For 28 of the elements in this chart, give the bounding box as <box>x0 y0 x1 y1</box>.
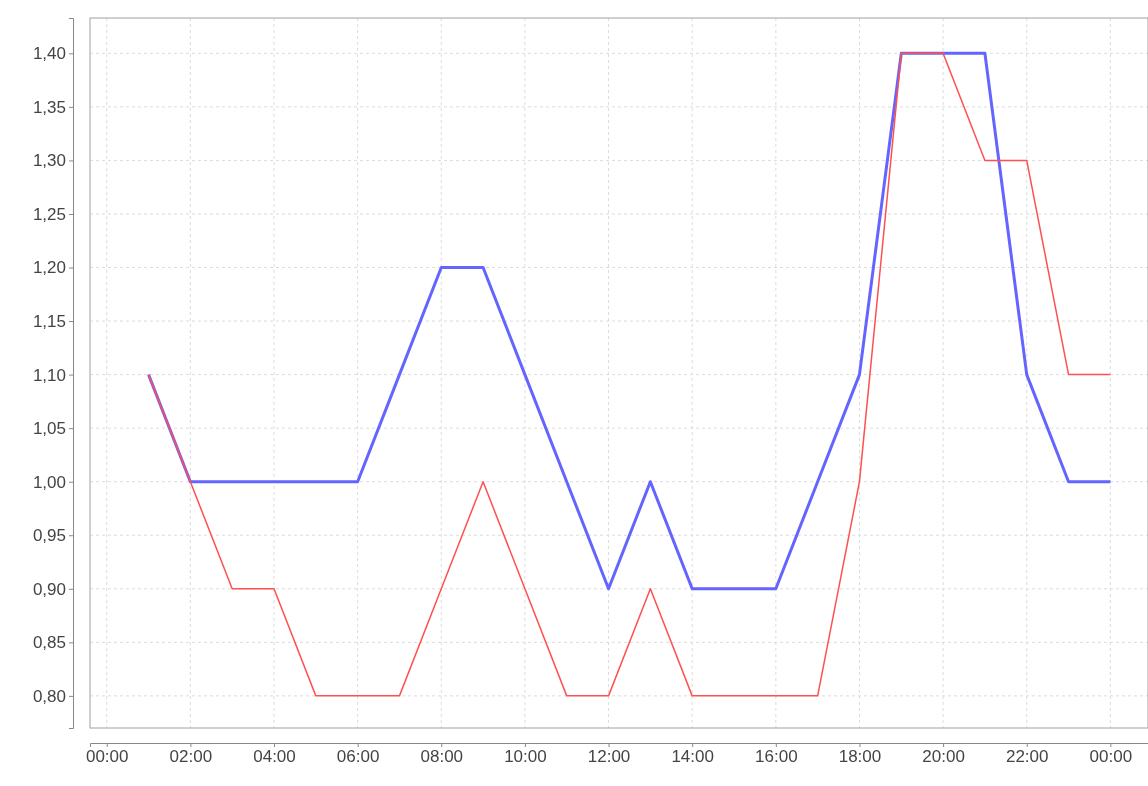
y-tick-label: 1,10 <box>32 365 66 385</box>
x-tick-label: 20:00 <box>922 747 965 767</box>
x-tick-label: 16:00 <box>755 747 798 767</box>
x-tick-label: 14:00 <box>671 747 714 767</box>
x-tick-label: 02:00 <box>169 747 213 767</box>
x-tick-label: 06:00 <box>336 747 380 767</box>
y-tick-label: 1,25 <box>32 204 66 224</box>
y-tick-label: 0,80 <box>32 686 66 706</box>
x-tick-label: 12:00 <box>587 747 631 767</box>
line-series <box>147 52 1112 697</box>
x-tick-label: 22:00 <box>1005 747 1049 767</box>
y-tick-label: 1,35 <box>32 97 66 117</box>
line-series <box>147 51 1112 591</box>
y-tick-label: 1,40 <box>32 44 66 64</box>
y-tick-label: 1,15 <box>32 312 66 331</box>
y-tick-label: 0,95 <box>32 526 66 546</box>
x-tick-label: 18:00 <box>838 747 882 767</box>
y-tick-label: 1,20 <box>32 258 66 278</box>
x-tick-label: 04:00 <box>253 747 296 767</box>
y-tick-label: 1,05 <box>32 419 66 439</box>
x-tick-label: 10:00 <box>504 747 547 767</box>
y-tick-label: 1,30 <box>32 151 66 171</box>
x-tick-label: 00:00 <box>1089 747 1133 767</box>
y-tick-label: 0,90 <box>32 579 66 599</box>
x-tick-label: 08:00 <box>420 747 464 767</box>
y-tick-label: 1,00 <box>32 472 66 492</box>
x-tick-label: 00:00 <box>85 747 129 767</box>
y-tick-label: 0,85 <box>32 633 66 653</box>
